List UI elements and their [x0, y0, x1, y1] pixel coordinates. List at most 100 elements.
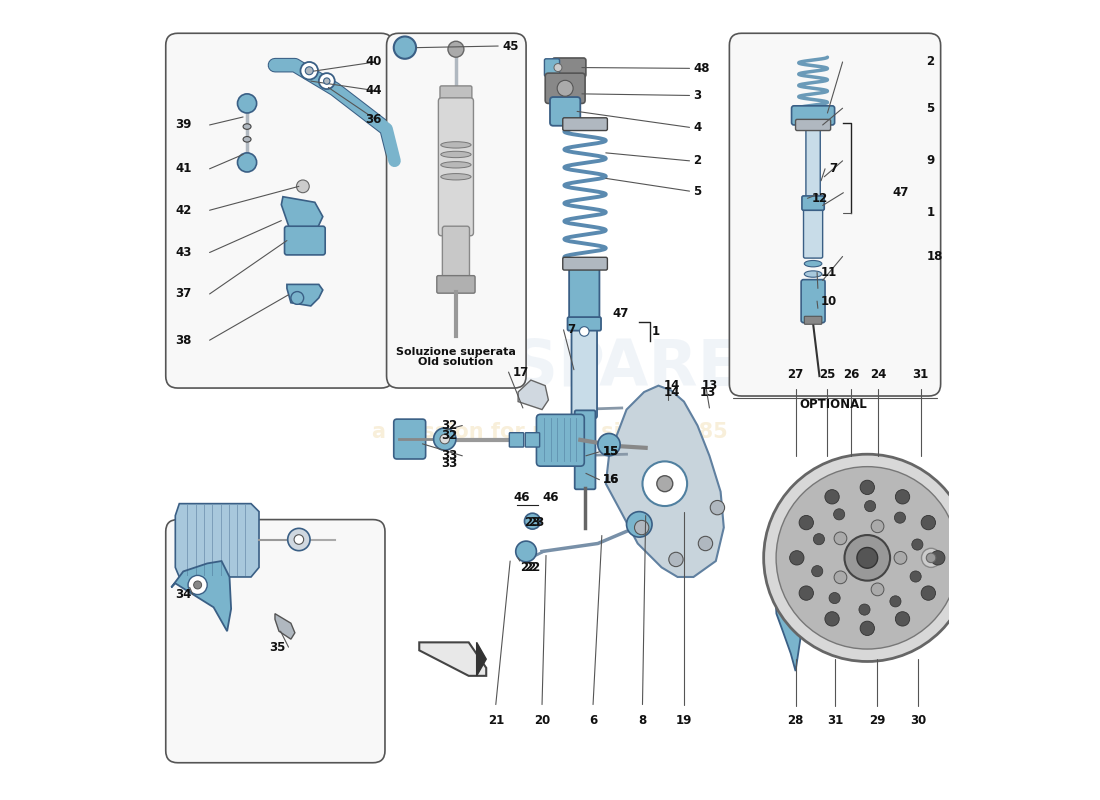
Text: 31: 31: [827, 714, 844, 727]
Text: 14: 14: [663, 386, 680, 398]
Polygon shape: [773, 526, 801, 671]
Text: 32: 32: [441, 419, 456, 432]
Circle shape: [865, 501, 876, 512]
Text: 22: 22: [519, 561, 536, 574]
Circle shape: [895, 612, 910, 626]
Circle shape: [894, 551, 906, 564]
Text: 12: 12: [812, 192, 827, 205]
Circle shape: [894, 512, 905, 523]
Circle shape: [799, 586, 813, 600]
Circle shape: [306, 66, 313, 74]
FancyBboxPatch shape: [386, 34, 526, 388]
Circle shape: [777, 466, 958, 649]
Text: 17: 17: [513, 366, 529, 378]
FancyBboxPatch shape: [166, 519, 385, 762]
Text: 32: 32: [441, 429, 456, 442]
Text: 11: 11: [821, 266, 837, 279]
Circle shape: [926, 553, 936, 562]
Circle shape: [657, 476, 673, 492]
Polygon shape: [287, 285, 322, 306]
Text: 20: 20: [534, 714, 550, 727]
Polygon shape: [172, 561, 231, 631]
Circle shape: [921, 586, 935, 600]
Ellipse shape: [441, 174, 471, 180]
Polygon shape: [518, 380, 549, 410]
Text: 25: 25: [820, 368, 836, 381]
Text: 29: 29: [869, 714, 886, 727]
Circle shape: [433, 428, 455, 450]
Circle shape: [294, 534, 304, 544]
Circle shape: [669, 552, 683, 566]
FancyBboxPatch shape: [574, 410, 595, 490]
Circle shape: [829, 593, 840, 604]
Text: 22: 22: [525, 561, 541, 574]
Text: 2: 2: [693, 154, 702, 167]
Text: OPTIONAL: OPTIONAL: [799, 398, 867, 411]
Text: 46: 46: [514, 490, 530, 504]
FancyBboxPatch shape: [394, 419, 426, 459]
FancyBboxPatch shape: [568, 317, 601, 330]
Text: a passion for parts since 1985: a passion for parts since 1985: [372, 422, 728, 442]
FancyBboxPatch shape: [563, 118, 607, 130]
Text: 14: 14: [663, 379, 680, 392]
Circle shape: [635, 520, 649, 534]
Circle shape: [323, 78, 330, 84]
Text: 28: 28: [788, 714, 804, 727]
Circle shape: [763, 454, 971, 662]
Text: 27: 27: [788, 368, 804, 381]
Text: 21: 21: [487, 714, 504, 727]
Text: 10: 10: [821, 294, 837, 308]
Circle shape: [188, 575, 207, 594]
Circle shape: [860, 480, 875, 494]
Circle shape: [558, 80, 573, 96]
Text: 1: 1: [652, 325, 660, 338]
Text: 42: 42: [175, 204, 191, 217]
FancyBboxPatch shape: [803, 203, 823, 258]
Text: 16: 16: [603, 474, 619, 486]
Ellipse shape: [804, 261, 822, 267]
Circle shape: [525, 514, 540, 529]
Text: 34: 34: [175, 588, 191, 601]
Polygon shape: [419, 642, 486, 676]
Circle shape: [711, 501, 725, 515]
Text: 4: 4: [693, 121, 702, 134]
Circle shape: [290, 291, 304, 304]
FancyBboxPatch shape: [546, 73, 585, 103]
Text: 41: 41: [175, 162, 191, 175]
Text: 39: 39: [175, 118, 191, 131]
Text: 9: 9: [926, 154, 935, 167]
Text: 26: 26: [844, 368, 859, 381]
Ellipse shape: [804, 281, 822, 286]
Circle shape: [895, 490, 910, 504]
Circle shape: [812, 566, 823, 577]
Ellipse shape: [243, 137, 251, 142]
Ellipse shape: [441, 151, 471, 158]
Text: 15: 15: [603, 446, 619, 458]
Text: 13: 13: [702, 379, 717, 392]
Polygon shape: [476, 642, 486, 676]
FancyBboxPatch shape: [569, 262, 600, 325]
Circle shape: [642, 462, 688, 506]
FancyBboxPatch shape: [442, 226, 470, 283]
Text: 18: 18: [926, 250, 943, 263]
Circle shape: [580, 326, 590, 336]
FancyBboxPatch shape: [544, 58, 560, 76]
FancyBboxPatch shape: [792, 106, 835, 125]
Circle shape: [790, 550, 804, 565]
FancyBboxPatch shape: [509, 433, 524, 447]
Circle shape: [910, 571, 921, 582]
Circle shape: [516, 541, 537, 562]
Polygon shape: [282, 197, 322, 242]
Text: 30: 30: [910, 714, 926, 727]
Circle shape: [394, 37, 416, 58]
Circle shape: [554, 63, 562, 71]
Text: 37: 37: [175, 287, 191, 301]
Ellipse shape: [441, 142, 471, 148]
Text: 7: 7: [829, 162, 837, 175]
Text: 44: 44: [365, 84, 382, 97]
Ellipse shape: [441, 162, 471, 168]
Circle shape: [825, 612, 839, 626]
Ellipse shape: [804, 271, 822, 278]
Text: 23: 23: [528, 516, 543, 530]
Circle shape: [813, 534, 825, 545]
